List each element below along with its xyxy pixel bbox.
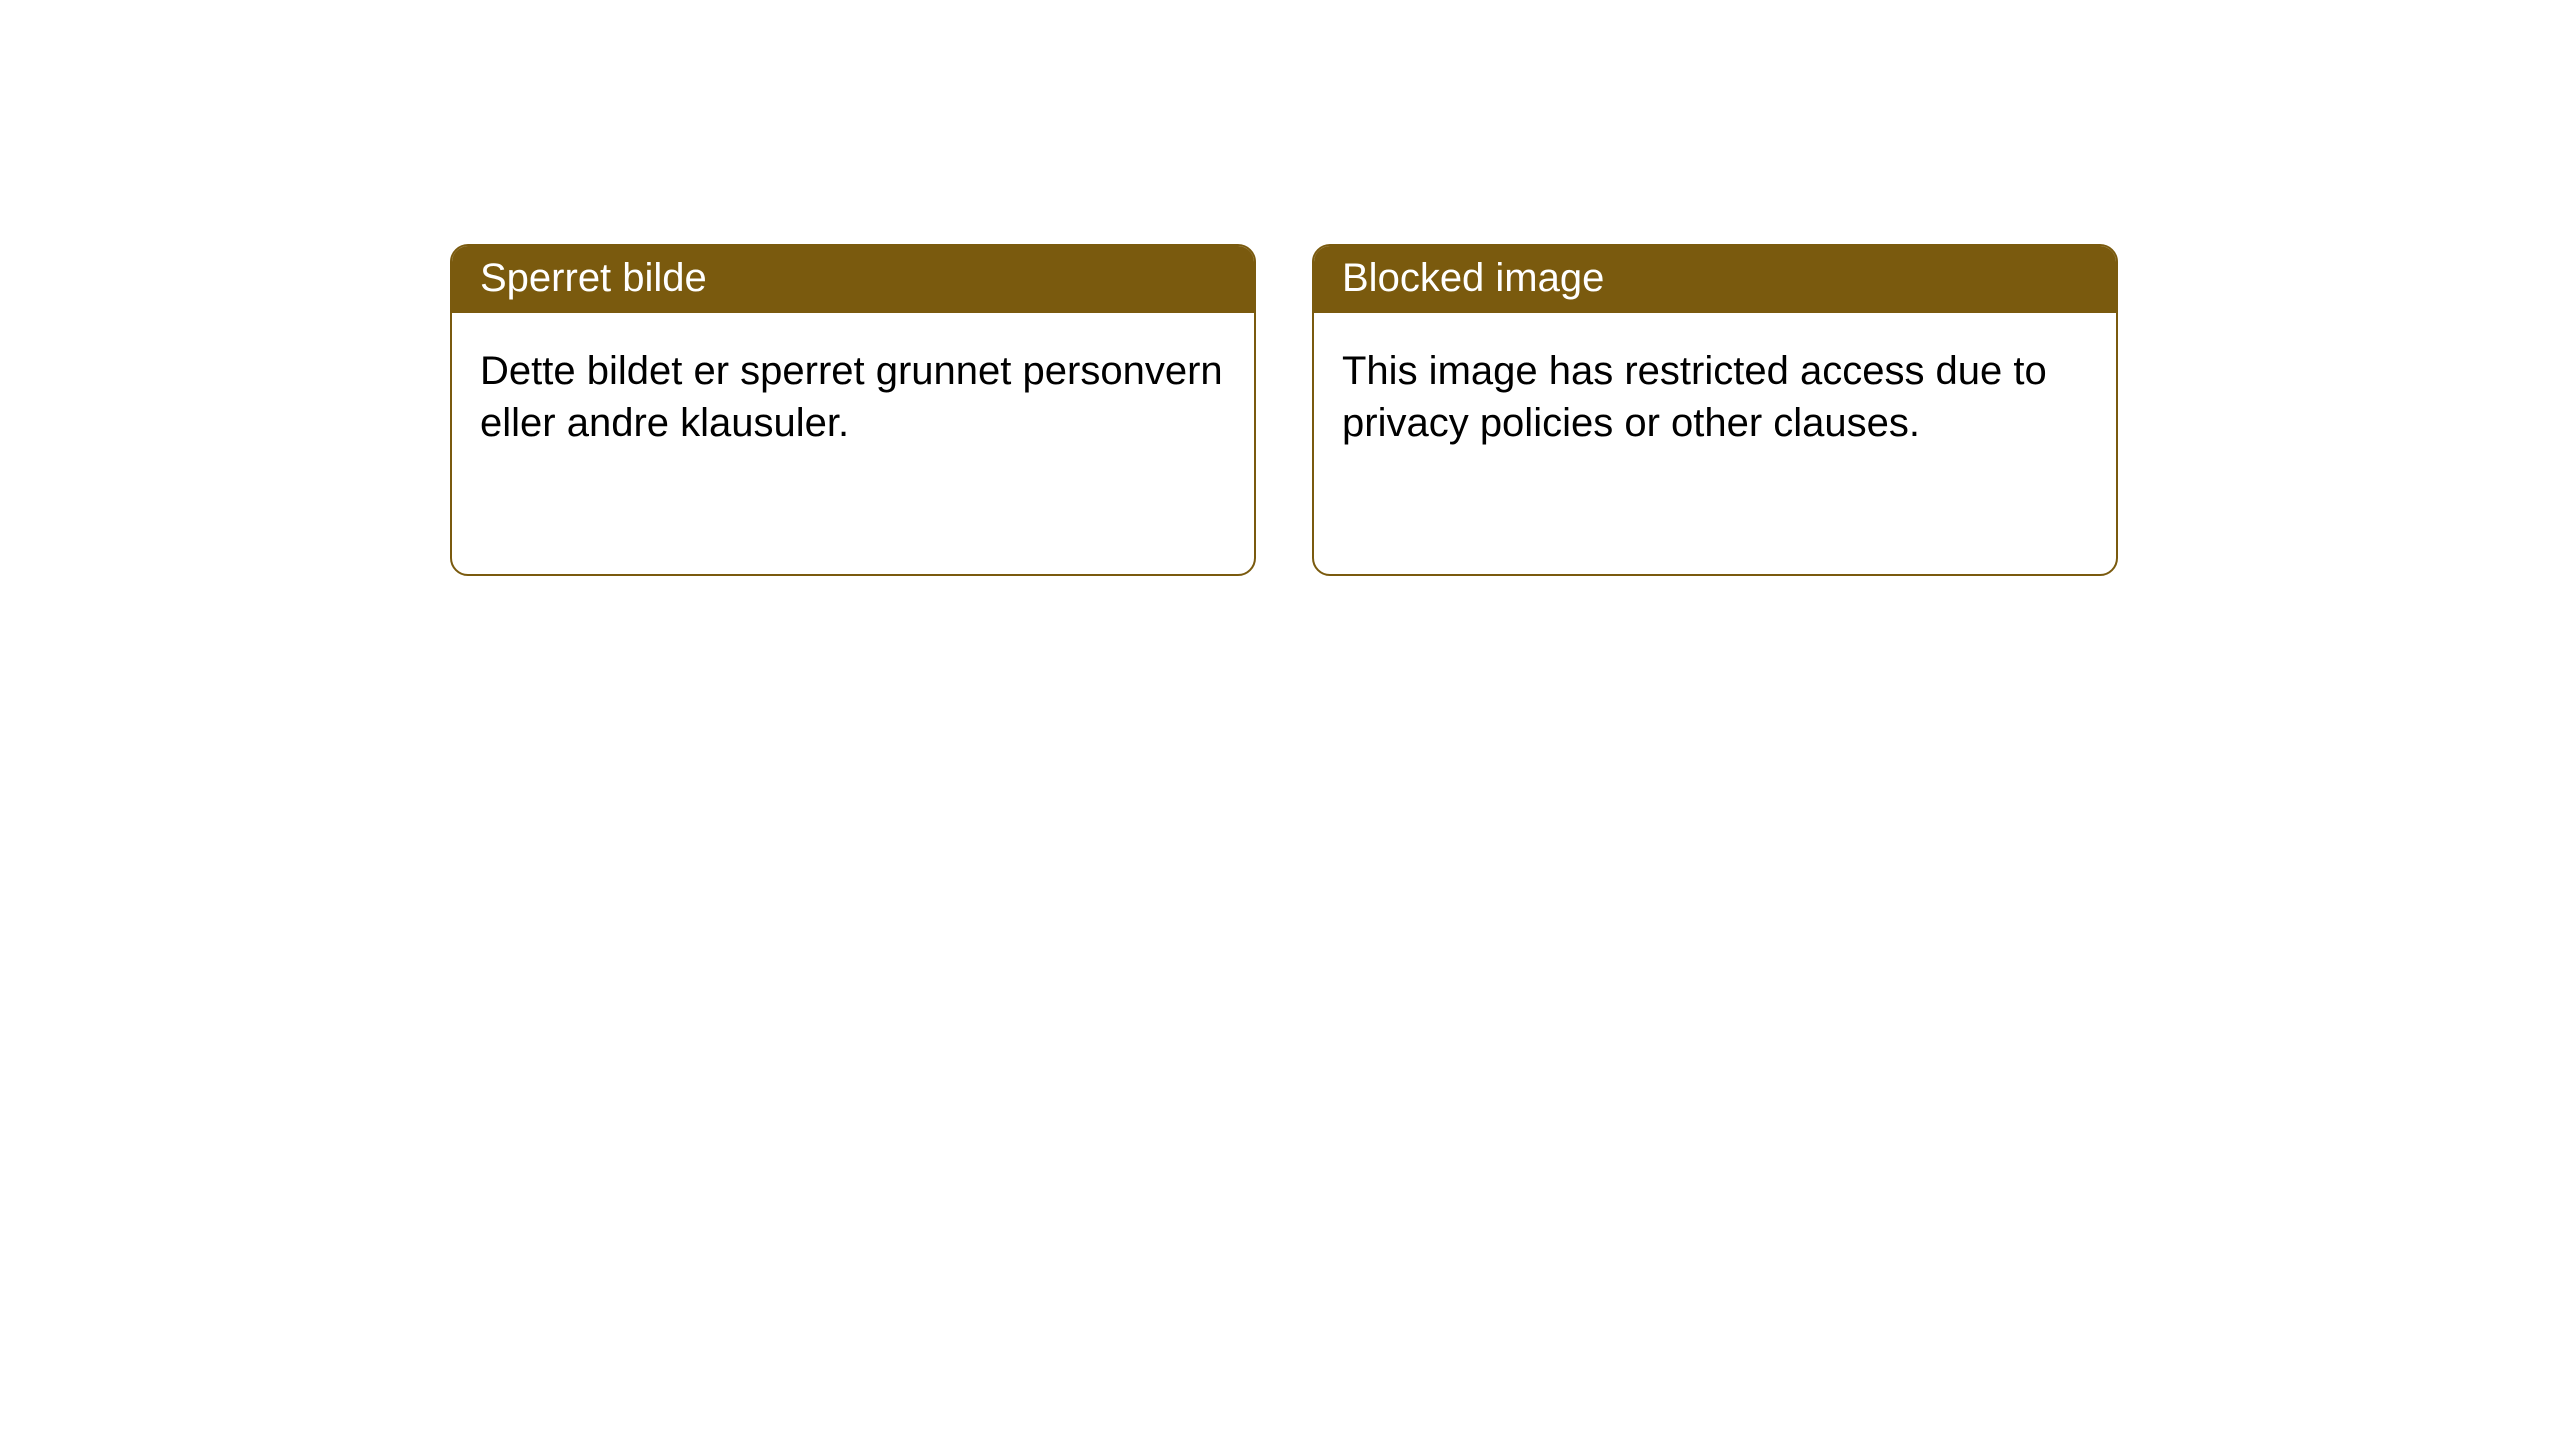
card-body: This image has restricted access due to … bbox=[1314, 313, 2116, 481]
card-header: Sperret bilde bbox=[452, 246, 1254, 313]
notice-cards-container: Sperret bilde Dette bildet er sperret gr… bbox=[0, 0, 2560, 576]
notice-card-norwegian: Sperret bilde Dette bildet er sperret gr… bbox=[450, 244, 1256, 576]
card-title: Sperret bilde bbox=[480, 256, 707, 300]
card-header: Blocked image bbox=[1314, 246, 2116, 313]
card-body: Dette bildet er sperret grunnet personve… bbox=[452, 313, 1254, 481]
card-title: Blocked image bbox=[1342, 256, 1604, 300]
card-message: Dette bildet er sperret grunnet personve… bbox=[480, 349, 1223, 445]
notice-card-english: Blocked image This image has restricted … bbox=[1312, 244, 2118, 576]
card-message: This image has restricted access due to … bbox=[1342, 349, 2047, 445]
